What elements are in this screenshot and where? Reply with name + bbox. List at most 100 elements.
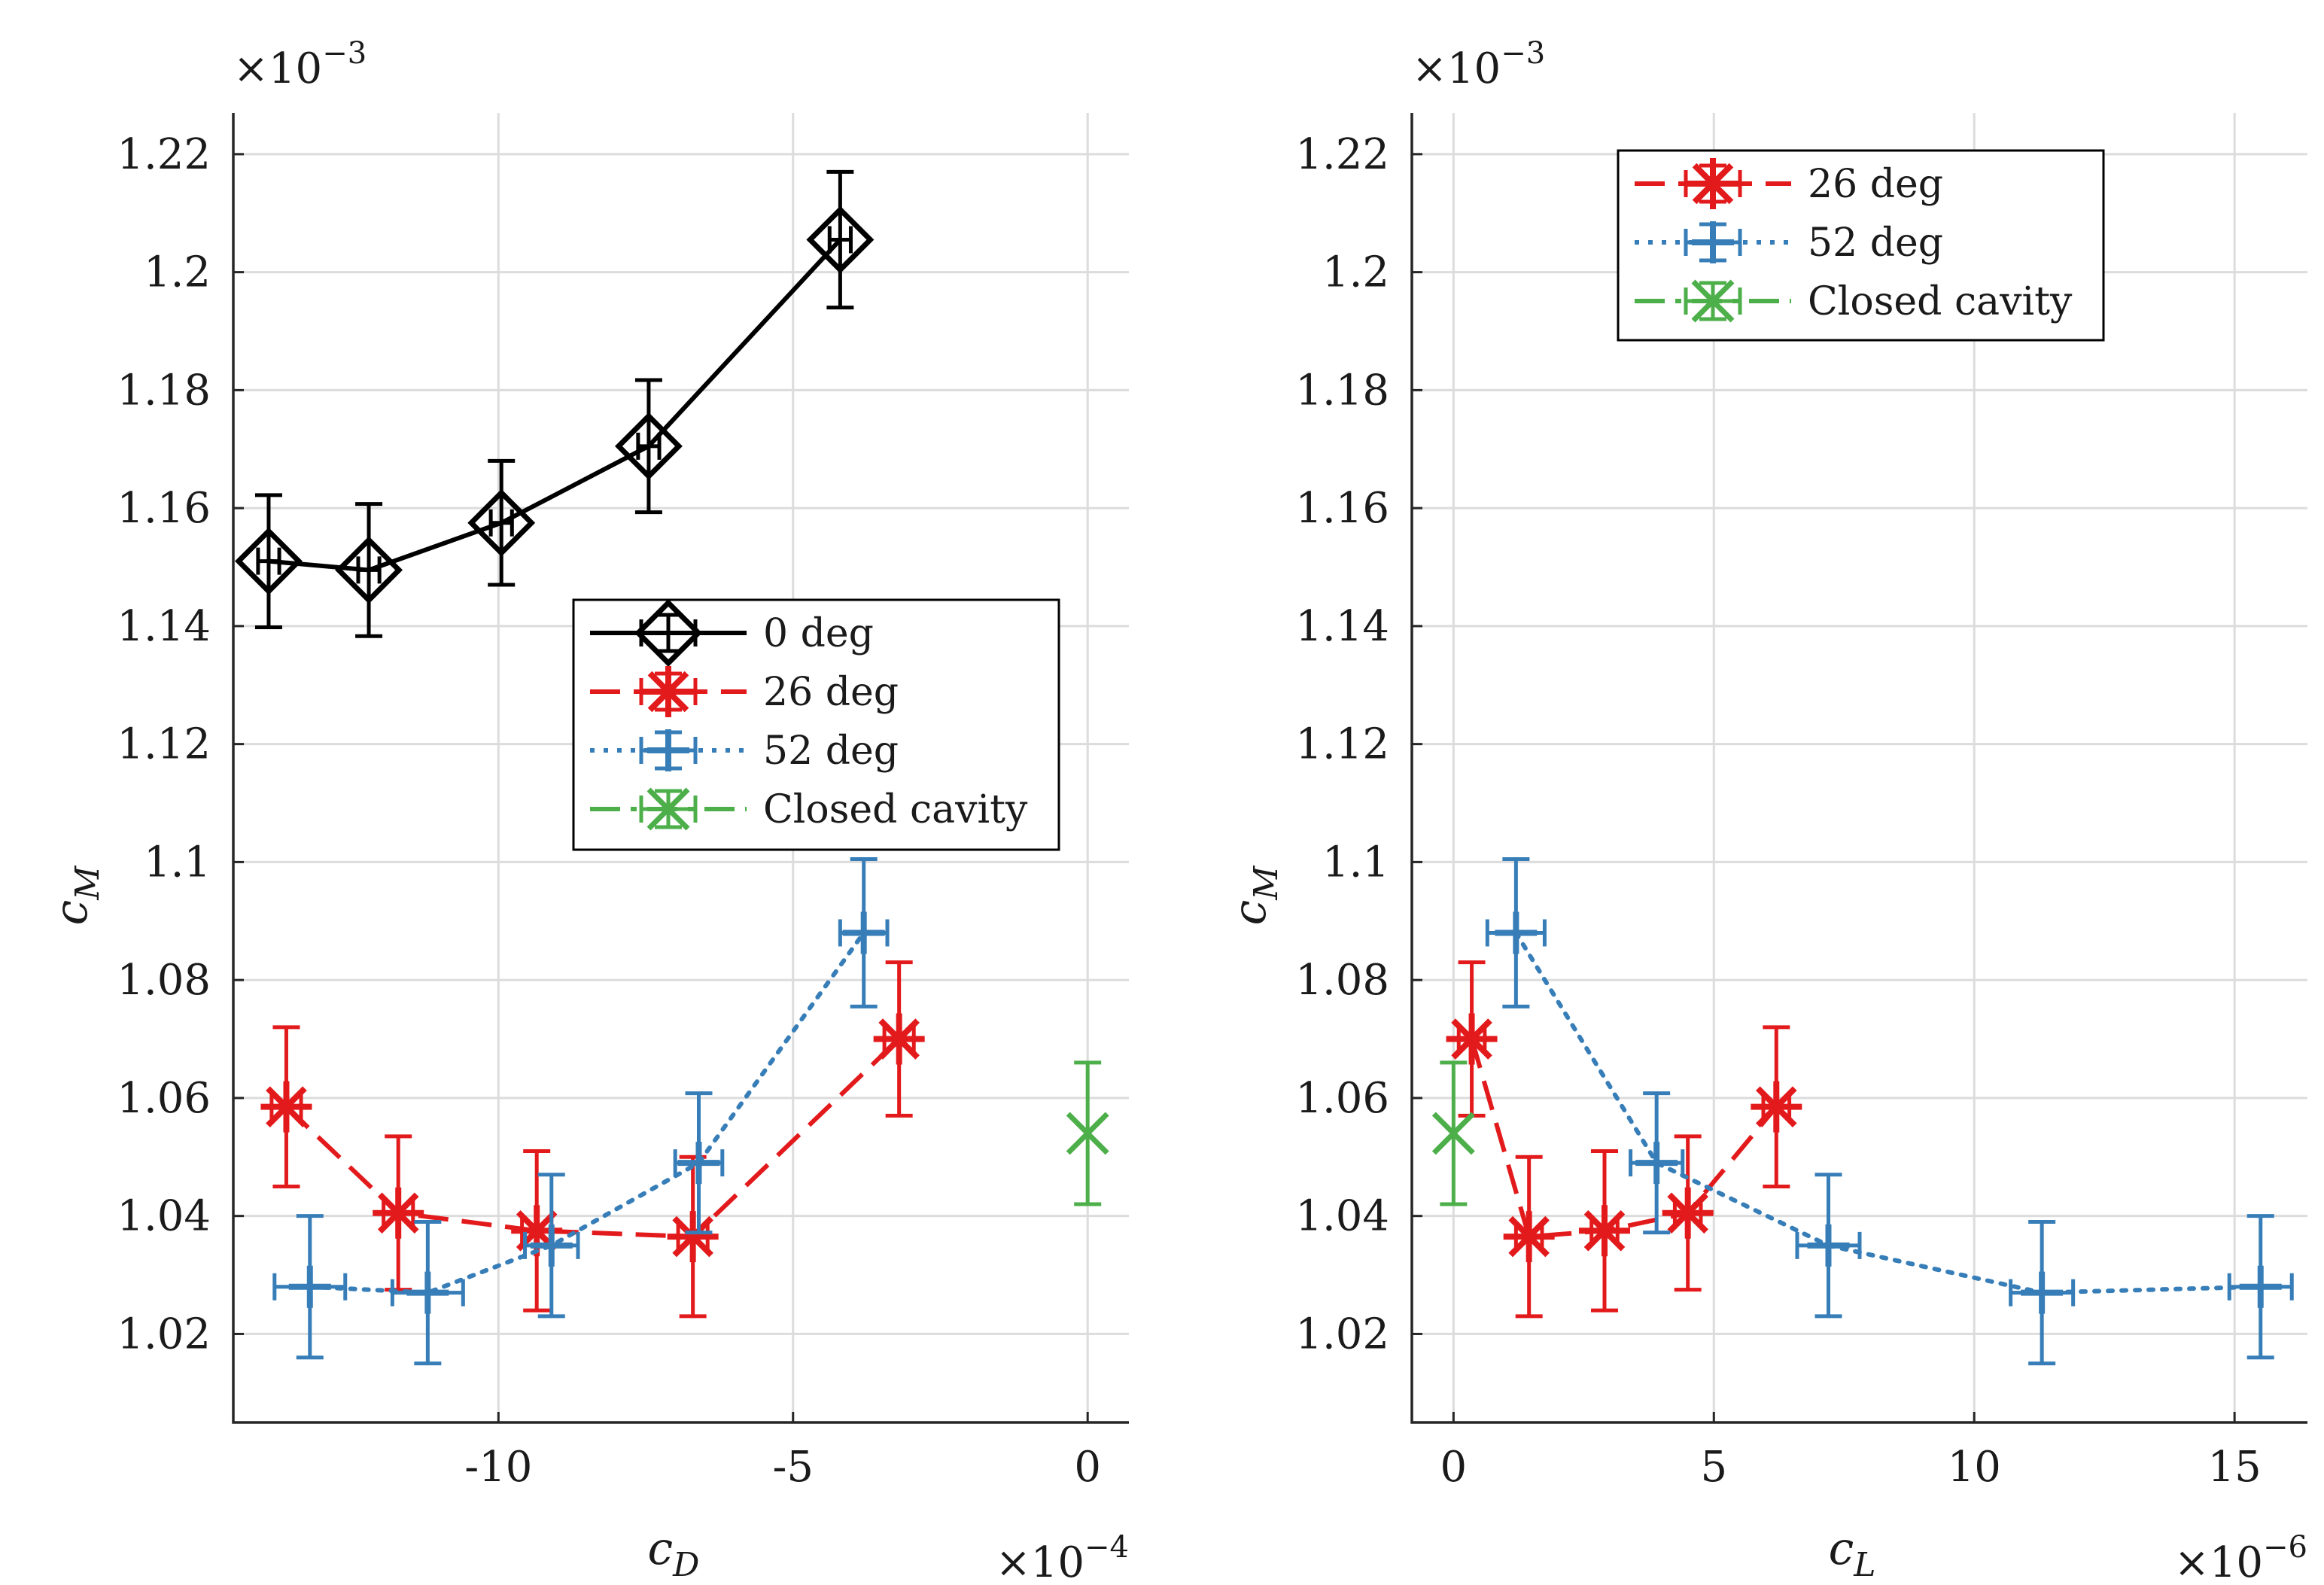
y-tick-label-1: 1.04 (1295, 1192, 1389, 1241)
y-tick-label-7: 1.16 (1295, 484, 1389, 533)
data-point-26-deg-4 (1751, 1081, 1802, 1133)
axes-frame (232, 113, 1129, 1424)
y-axis-multiplier: ×10−3 (1412, 36, 1545, 93)
data-point-26-deg-3 (1662, 1187, 1714, 1239)
y-tick-label-7: 1.16 (117, 484, 211, 533)
legend-label-26-deg: 26 deg (763, 670, 899, 715)
y-tick-label-3: 1.08 (1295, 956, 1389, 1005)
y-tick-label-6: 1.14 (1295, 602, 1389, 651)
legend-marker-26-deg (1687, 158, 1738, 209)
y-tick-label-9: 1.2 (144, 248, 211, 297)
legend-label-closed-cavity: Closed cavity (763, 787, 1028, 832)
legend-marker-52-deg (1692, 221, 1734, 263)
legend: 26 deg 52 deg Closed cavity (1617, 149, 2105, 342)
x-axis-multiplier: ×10−4 (996, 1530, 1129, 1585)
errorbar-0-deg-4 (826, 169, 854, 310)
y-tick-label-8: 1.18 (117, 366, 211, 415)
y-tick-label-10: 1.22 (117, 130, 211, 179)
y-tick-label-2: 1.06 (117, 1074, 211, 1123)
x-tick-label-2: 10 (1948, 1443, 2001, 1492)
errorbar-0-deg-2 (488, 458, 516, 587)
data-point-26-deg-2 (1578, 1205, 1630, 1257)
errorbar-0-deg-0 (254, 493, 282, 629)
y-tick-label-10: 1.22 (1295, 130, 1389, 179)
data-point-closed-cavity-0 (1066, 1112, 1109, 1155)
x-axis-multiplier: ×10−6 (2174, 1530, 2307, 1585)
legend-label-0-deg: 0 deg (763, 611, 874, 656)
legend-label-closed-cavity: Closed cavity (1808, 279, 2073, 324)
legend-marker-0-deg (634, 599, 702, 667)
legend-marker-closed-cavity (1691, 279, 1735, 323)
legend-label-52-deg: 52 deg (763, 729, 899, 774)
x-tick-label-0: 0 (1440, 1443, 1468, 1492)
series-52-deg (1485, 856, 2294, 1366)
y-tick-label-5: 1.12 (117, 720, 211, 769)
errorbar-0-deg-3 (634, 378, 662, 515)
data-point-52-deg-2 (530, 1224, 573, 1267)
data-point-52-deg-0 (288, 1265, 331, 1308)
data-point-26-deg-1 (373, 1187, 424, 1239)
legend-label-52-deg: 52 deg (1808, 221, 1943, 266)
axes-frame (1410, 113, 2307, 1424)
data-point-52-deg-1 (1635, 1142, 1678, 1185)
data-point-26-deg-1 (1503, 1211, 1555, 1263)
data-point-26-deg-2 (511, 1205, 563, 1257)
x-tick-label-1: 5 (1700, 1443, 1727, 1492)
x-axis-label: cL (1829, 1523, 1876, 1584)
legend-marker-52-deg (647, 729, 689, 771)
y-axis-multiplier: ×10−3 (233, 36, 367, 93)
series-line-0-deg (268, 238, 842, 573)
y-axis-label: cM (45, 866, 107, 926)
series-line-52-deg (307, 930, 866, 1295)
y-tick-label-4: 1.1 (144, 838, 211, 887)
series-26-deg (260, 960, 925, 1319)
series-line-26-deg (1469, 1038, 1778, 1240)
chart-panel-2: 0 5 10 15 1.02 1.04 1.06 1.08 1.1 1.12 1.14 1.16 1.1… (1224, 36, 2307, 1585)
data-point-closed-cavity-0 (1431, 1112, 1475, 1155)
data-point-0-deg-2 (467, 488, 536, 557)
y-tick-label-4: 1.1 (1322, 838, 1389, 887)
data-point-52-deg-1 (406, 1271, 449, 1314)
series-closed-cavity (1066, 1060, 1109, 1206)
data-point-0-deg-3 (614, 412, 683, 480)
series-26-deg (1446, 960, 1802, 1319)
x-tick-label-0: -10 (464, 1443, 532, 1492)
y-tick-label-9: 1.2 (1322, 248, 1389, 297)
data-point-52-deg-4 (842, 911, 885, 954)
errorbar-0-deg-1 (355, 502, 383, 638)
data-point-0-deg-0 (235, 527, 303, 595)
series-closed-cavity (1431, 1060, 1475, 1206)
x-axis-label: cD (648, 1523, 700, 1584)
series-0-deg (235, 169, 875, 638)
y-tick-label-5: 1.12 (1295, 720, 1389, 769)
data-point-52-deg-3 (2021, 1271, 2064, 1314)
y-tick-label-6: 1.14 (117, 602, 211, 651)
data-point-52-deg-3 (677, 1142, 720, 1185)
data-point-52-deg-4 (2239, 1265, 2282, 1308)
y-tick-label-0: 1.02 (117, 1310, 211, 1358)
chart-panel-1: -10 -5 0 1.02 1.04 1.06 1.08 1.1 1.12 1.14 1.16 1.1… (45, 36, 1129, 1585)
y-tick-label-1: 1.04 (117, 1192, 211, 1241)
y-tick-label-8: 1.18 (1295, 366, 1389, 415)
data-point-52-deg-0 (1495, 911, 1538, 954)
series-line-26-deg (284, 1037, 901, 1240)
y-axis-label: cM (1224, 866, 1285, 926)
data-point-26-deg-0 (260, 1081, 312, 1133)
x-tick-label-2: 0 (1074, 1443, 1101, 1492)
y-tick-label-2: 1.06 (1295, 1074, 1389, 1123)
legend-errorbar-0-deg (639, 613, 698, 653)
legend: 0 deg 26 deg 52 deg Closed cavity (572, 598, 1060, 851)
data-point-0-deg-1 (335, 536, 403, 604)
data-point-26-deg-0 (1446, 1013, 1498, 1065)
legend-label-26-deg: 26 deg (1808, 162, 1943, 207)
legend-marker-closed-cavity (646, 787, 690, 831)
data-point-0-deg-4 (806, 205, 875, 274)
series-line-52-deg (1513, 930, 2263, 1295)
x-tick-label-3: 15 (2208, 1443, 2262, 1492)
data-point-52-deg-2 (1807, 1224, 1850, 1267)
y-tick-label-3: 1.08 (117, 956, 211, 1005)
y-tick-label-0: 1.02 (1295, 1310, 1389, 1358)
series-52-deg (272, 856, 890, 1366)
data-point-26-deg-4 (873, 1013, 925, 1065)
